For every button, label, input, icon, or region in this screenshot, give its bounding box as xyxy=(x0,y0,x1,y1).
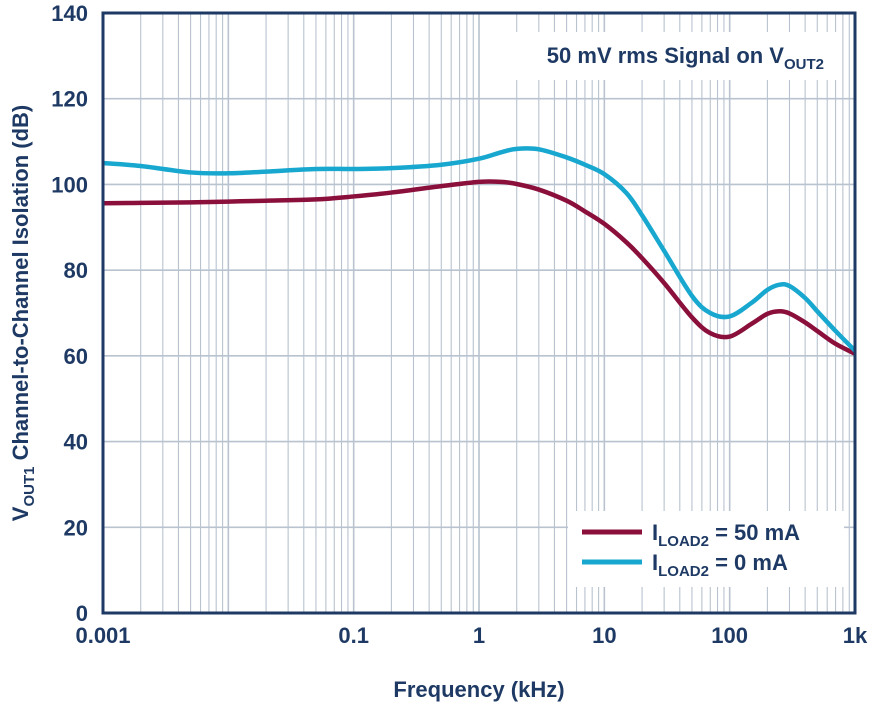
y-tick-label: 0 xyxy=(76,601,88,626)
y-tick-label: 100 xyxy=(51,172,88,197)
annotation-text: 50 mV rms Signal on VOUT2 xyxy=(547,43,824,73)
y-tick-label: 40 xyxy=(64,430,88,455)
annotation-background xyxy=(503,32,838,80)
x-tick-label: 10 xyxy=(592,623,616,648)
plot-frame xyxy=(101,11,857,615)
x-tick-label: 100 xyxy=(711,623,748,648)
x-tick-label: 0.1 xyxy=(338,623,369,648)
y-tick-label: 60 xyxy=(64,344,88,369)
x-tick-label: 1 xyxy=(473,623,485,648)
y-tick-labels: 0 20 40 60 80 100 120 140 xyxy=(51,1,88,626)
y-tick-label: 140 xyxy=(51,1,88,26)
legend-label-0ma: ILOAD2 = 0 mA xyxy=(652,550,788,580)
y-tick-label: 80 xyxy=(64,258,88,283)
y-tick-label: 120 xyxy=(51,87,88,112)
y-axis-title: VOUT1 Channel-to-Channel Isolation (dB) xyxy=(8,105,38,521)
x-tick-label: 1k xyxy=(843,623,868,648)
series-line-iload2-0ma xyxy=(102,146,857,353)
series-line-iload2-50ma xyxy=(102,179,857,356)
y-tick-label: 20 xyxy=(64,515,88,540)
legend-background xyxy=(568,511,844,587)
x-axis-title: Frequency (kHz) xyxy=(393,677,564,702)
x-tick-label: 0.001 xyxy=(75,623,130,648)
series-lines xyxy=(102,146,857,356)
x-tick-labels: 0.001 0.1 1 10 100 1k xyxy=(75,623,868,648)
legend-label-50ma: ILOAD2 = 50 mA xyxy=(652,520,800,550)
